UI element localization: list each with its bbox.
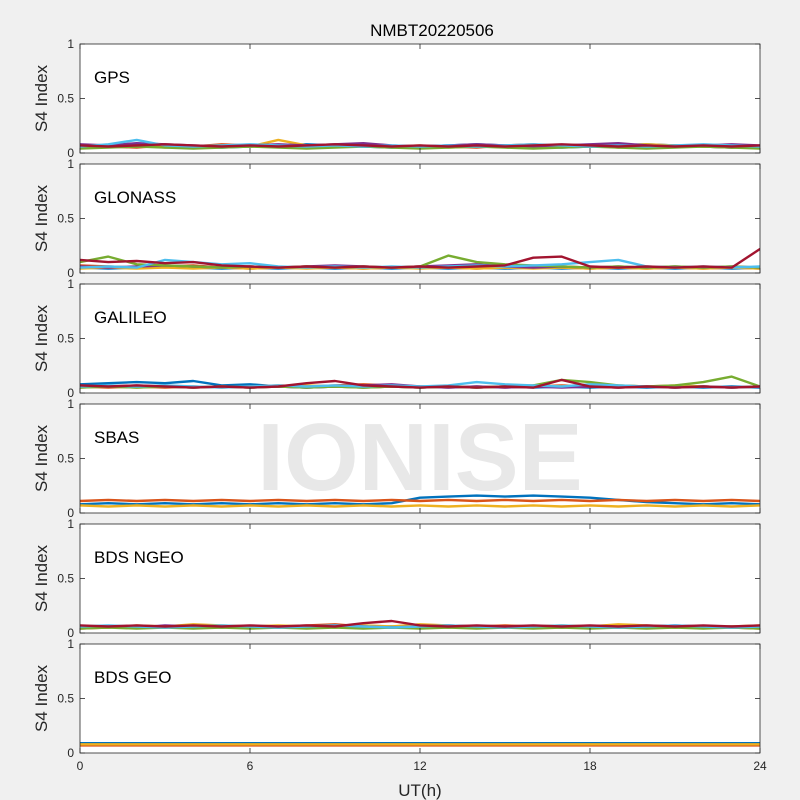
- panel-label: SBAS: [94, 428, 139, 447]
- data-series-6: [80, 247, 760, 269]
- y-tick-label: 0.5: [57, 92, 74, 106]
- y-tick-label: 1: [67, 37, 74, 51]
- data-series-2: [80, 504, 760, 508]
- y-axis-label: S4 Index: [32, 184, 51, 252]
- data-series-6: [80, 378, 760, 389]
- y-tick-label: 0: [67, 746, 74, 760]
- y-tick-label: 1: [67, 397, 74, 411]
- panel-label: GALILEO: [94, 308, 167, 327]
- y-tick-label: 0: [67, 626, 74, 640]
- y-tick-label: 0.5: [57, 572, 74, 586]
- y-axis-label: S4 Index: [32, 424, 51, 492]
- y-tick-label: 0.5: [57, 692, 74, 706]
- y-axis-label: S4 Index: [32, 304, 51, 372]
- panel-label: GPS: [94, 68, 130, 87]
- panel-4: 0 0.5 1 S4 Index BDS NGEO: [32, 517, 761, 640]
- y-tick-label: 0: [67, 506, 74, 520]
- x-tick-label: 18: [583, 759, 597, 773]
- panel-5: 0 0.5 1 0 6 12 18 24 S4 Index BDS GEO: [32, 637, 767, 773]
- panel-3: 0 0.5 1 S4 Index SBAS: [32, 397, 761, 520]
- data-series-6: [80, 619, 760, 628]
- y-tick-label: 0.5: [57, 212, 74, 226]
- x-tick-label: 24: [753, 759, 767, 773]
- axes-background: [80, 404, 760, 513]
- watermark-text: IONISE: [257, 404, 582, 511]
- panel-label: BDS GEO: [94, 668, 171, 687]
- panel-1: 0 0.5 1 S4 Index GLONASS: [32, 157, 761, 280]
- panel-2: 0 0.5 1 S4 Index GALILEO: [32, 277, 761, 400]
- y-tick-label: 0.5: [57, 452, 74, 466]
- y-tick-label: 0.5: [57, 332, 74, 346]
- data-series-6: [80, 143, 760, 148]
- axes-background: [80, 164, 760, 273]
- data-group: [80, 138, 760, 150]
- y-axis-label: S4 Index: [32, 664, 51, 732]
- y-tick-label: 1: [67, 277, 74, 291]
- panel-label: BDS NGEO: [94, 548, 184, 567]
- y-tick-label: 1: [67, 517, 74, 531]
- x-tick-label: 12: [413, 759, 427, 773]
- x-tick-label: 0: [77, 759, 84, 773]
- y-tick-label: 0: [67, 386, 74, 400]
- x-axis-label: UT(h): [398, 781, 441, 800]
- y-tick-label: 1: [67, 157, 74, 171]
- panel-0: 0 0.5 1 S4 Index GPS: [32, 37, 761, 160]
- y-tick-label: 0: [67, 146, 74, 160]
- data-series-1: [80, 498, 760, 503]
- axes-background: [80, 644, 760, 753]
- figure-title: NMBT20220506: [370, 21, 494, 40]
- axes-background: [80, 44, 760, 153]
- axes-background: [80, 284, 760, 393]
- y-tick-label: 0: [67, 266, 74, 280]
- y-tick-label: 1: [67, 637, 74, 651]
- data-group: [80, 247, 760, 270]
- y-axis-label: S4 Index: [32, 64, 51, 132]
- data-group: [80, 742, 760, 747]
- data-group: [80, 375, 760, 389]
- x-tick-label: 6: [247, 759, 254, 773]
- y-axis-label: S4 Index: [32, 544, 51, 612]
- data-group: [80, 494, 760, 508]
- panel-label: GLONASS: [94, 188, 176, 207]
- axes-background: [80, 524, 760, 633]
- panels-group: 0 0.5 1 S4 Index GPS 0 0.5 1 S4 Index GLONASS 0 0.5…: [32, 37, 767, 773]
